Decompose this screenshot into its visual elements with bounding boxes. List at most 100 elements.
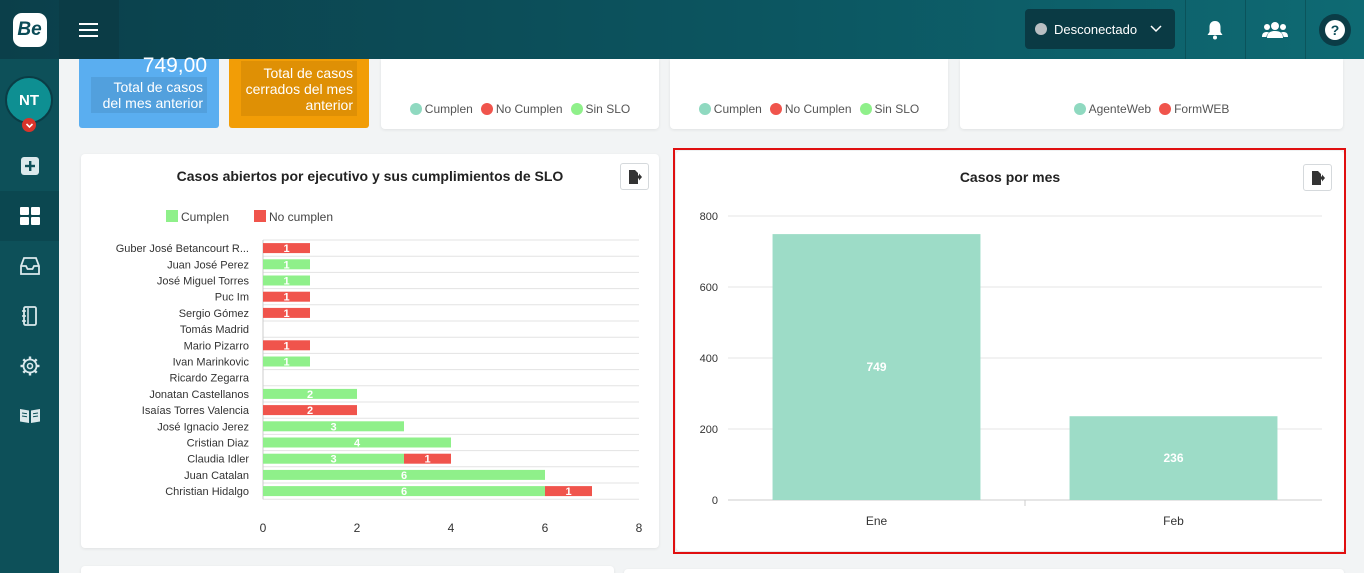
category-label: Jonatan Castellanos: [149, 389, 249, 401]
data-label: 1: [565, 486, 571, 498]
bar: [263, 388, 357, 399]
panel-title: Casos por mes: [959, 169, 1061, 185]
help-glyph: ?: [1325, 19, 1345, 40]
chart-card-channels: AgenteWeb FormWEB: [960, 59, 1343, 129]
legend-item[interactable]: Cumplen: [698, 102, 762, 116]
category-label: Guber José Betancourt R...: [116, 243, 249, 255]
data-label: 1: [283, 292, 289, 304]
dashboard-icon: [19, 207, 40, 225]
notifications-button[interactable]: [1185, 0, 1245, 59]
category-label: José Ignacio Jerez: [157, 421, 249, 433]
category-label: Puc Im: [215, 292, 249, 304]
chart-card-slo-closed: Cumplen No Cumplen Sin SLO: [670, 59, 948, 129]
chart-legend: Cumplen No Cumplen Sin SLO: [670, 102, 948, 116]
category-label: Juan José Perez: [167, 259, 249, 271]
legend-item[interactable]: FormWEB: [1159, 102, 1229, 116]
sidebar-item-notebook[interactable]: [0, 291, 59, 341]
legend-label: No cumplen: [269, 210, 333, 224]
data-label: 1: [283, 259, 289, 271]
chart-card-slo-summary: Cumplen No Cumplen Sin SLO: [381, 59, 659, 129]
data-label: 1: [283, 243, 289, 255]
avatar-chevron-icon[interactable]: [22, 118, 36, 132]
sidebar-item-inbox[interactable]: [0, 241, 59, 291]
bar: [404, 453, 451, 464]
export-button[interactable]: [620, 163, 649, 190]
data-label: 2: [307, 389, 313, 401]
notebook-icon: [21, 306, 37, 326]
avatar[interactable]: NT: [5, 76, 53, 124]
bottom-card-right: [624, 569, 1344, 573]
category-label: Mario Pizarro: [184, 340, 249, 352]
legend-item[interactable]: Sin SLO: [570, 102, 630, 116]
data-label: 2: [307, 405, 313, 417]
sidebar: NT: [0, 59, 59, 573]
category-label: Feb: [1163, 514, 1184, 528]
category-label: Sergio Gómez: [179, 308, 249, 320]
tick-label: 200: [700, 424, 718, 436]
kpi-card-previous-month: 749,00 Total de casos del mes anterior: [79, 54, 219, 128]
bar: [263, 340, 310, 351]
legend-label: Cumplen: [181, 210, 229, 224]
data-label: 1: [283, 357, 289, 369]
tick-label: 6: [542, 521, 549, 535]
tick-label: 0: [712, 495, 718, 507]
category-label: Christian Hidalgo: [165, 486, 249, 498]
data-label: 749: [866, 360, 886, 374]
book-open-icon: [19, 409, 40, 423]
legend-item[interactable]: No Cumplen: [769, 102, 852, 116]
legend-item[interactable]: AgenteWeb: [1073, 102, 1151, 116]
category-label: Claudia Idler: [187, 454, 249, 466]
status-label: Desconectado: [1054, 21, 1138, 37]
menu-button[interactable]: [59, 0, 119, 59]
gear-icon: [20, 356, 39, 376]
bar: [263, 469, 545, 480]
users-button[interactable]: [1245, 0, 1305, 59]
inbox-icon: [19, 257, 40, 275]
sidebar-item-settings[interactable]: [0, 341, 59, 391]
bar: [263, 307, 310, 318]
tick-label: 2: [354, 521, 361, 535]
data-label: 6: [401, 486, 407, 498]
tick-label: 8: [636, 521, 643, 535]
category-label: José Miguel Torres: [157, 276, 250, 288]
data-label: 3: [330, 454, 336, 466]
tick-label: 0: [260, 521, 267, 535]
status-dropdown[interactable]: Desconectado: [1025, 9, 1175, 49]
help-icon: ?: [1319, 13, 1351, 46]
month-bar-chart: 0 200 400 600 800 749 Ene 236 Feb: [700, 211, 1322, 528]
legend-swatch: [254, 210, 266, 222]
category-label: Ivan Marinkovic: [173, 357, 250, 369]
bar: [263, 291, 310, 302]
divider: [1185, 0, 1186, 59]
legend-item[interactable]: Sin SLO: [859, 102, 919, 116]
file-export-icon: [628, 169, 642, 184]
bar: [263, 421, 404, 432]
export-button[interactable]: [1303, 164, 1332, 191]
help-button[interactable]: ?: [1305, 0, 1364, 59]
status-indicator: [1035, 23, 1047, 35]
legend-item[interactable]: No Cumplen: [480, 102, 563, 116]
sidebar-item-knowledge[interactable]: [0, 391, 59, 441]
category-label: Isaías Torres Valencia: [142, 405, 250, 417]
chevron-down-icon: [1150, 25, 1162, 33]
logo-area[interactable]: Be: [0, 0, 59, 59]
sidebar-item-dashboard[interactable]: [0, 191, 59, 241]
data-label: 4: [354, 438, 361, 450]
legend-item[interactable]: Cumplen: [409, 102, 473, 116]
kpi-label: Total de casos del mes anterior: [91, 77, 207, 113]
data-label: 1: [283, 276, 289, 288]
app-logo[interactable]: Be: [12, 12, 47, 47]
category-label: Ene: [866, 514, 888, 528]
chart-legend: Cumplen No Cumplen Sin SLO: [381, 102, 659, 116]
tick-label: 800: [700, 211, 718, 223]
divider: [1245, 0, 1246, 59]
sidebar-item-new[interactable]: [0, 141, 59, 191]
bar: [263, 275, 310, 286]
kpi-card-closed-previous-month: Total de casos cerrados del mes anterior: [229, 59, 369, 128]
bar: [545, 486, 592, 497]
panel-title: Casos abiertos por ejecutivo y sus cumpl…: [176, 168, 564, 184]
bar: [263, 356, 310, 367]
category-label: Tomás Madrid: [180, 324, 249, 336]
bar: [263, 453, 404, 464]
bar: [263, 259, 310, 270]
